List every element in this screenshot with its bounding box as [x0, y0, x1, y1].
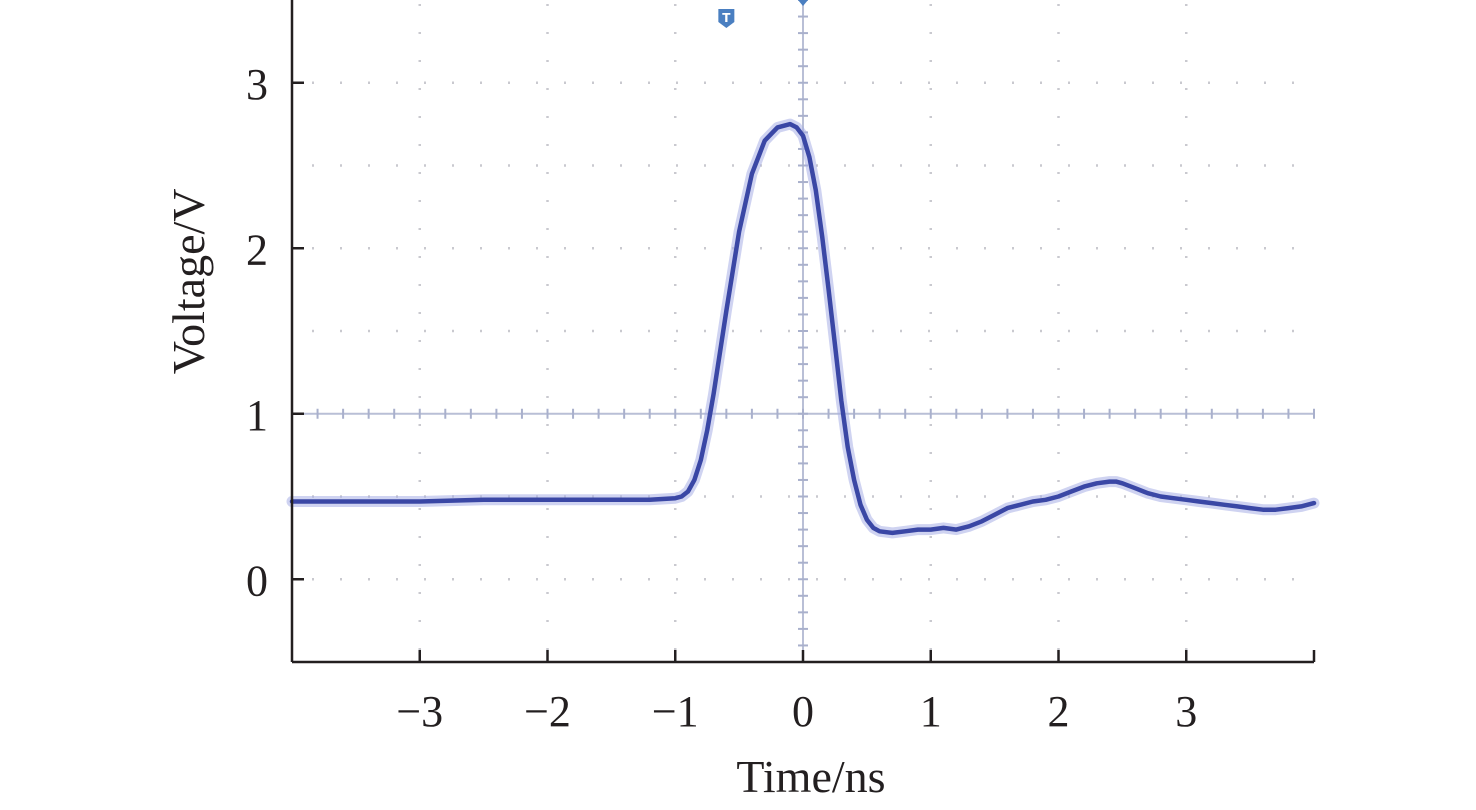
- x-axis-title: Time/ns: [736, 751, 885, 802]
- series-trace: [289, 121, 1317, 536]
- reference-lines: [291, 0, 1315, 663]
- trace-series: [286, 118, 1320, 539]
- x-tick-label: −1: [652, 687, 699, 736]
- x-tick-label: 3: [1175, 687, 1197, 736]
- tick-labels: −3 −2 −1 0 1 2 3 0 1 2 3: [246, 60, 1197, 736]
- x-tick-label: 0: [792, 687, 814, 736]
- trigger-marker-label: T: [722, 11, 731, 25]
- x-tick-label: −2: [524, 687, 571, 736]
- y-tick-label: 0: [246, 556, 268, 605]
- markers: T: [718, 0, 808, 28]
- axes: [290, 0, 1316, 664]
- y-tick-label: 1: [246, 391, 268, 440]
- trigger-marker-icon: [718, 9, 735, 28]
- x-tick-label: 2: [1048, 687, 1070, 736]
- x-tick-label: 1: [920, 687, 942, 736]
- x-tick-label: −3: [396, 687, 443, 736]
- grid: [312, 4, 1310, 658]
- cursor-marker-icon: [798, 0, 808, 6]
- y-axis-title: Voltage/V: [163, 189, 214, 375]
- y-tick-label: 3: [246, 60, 268, 109]
- y-tick-label: 2: [246, 225, 268, 274]
